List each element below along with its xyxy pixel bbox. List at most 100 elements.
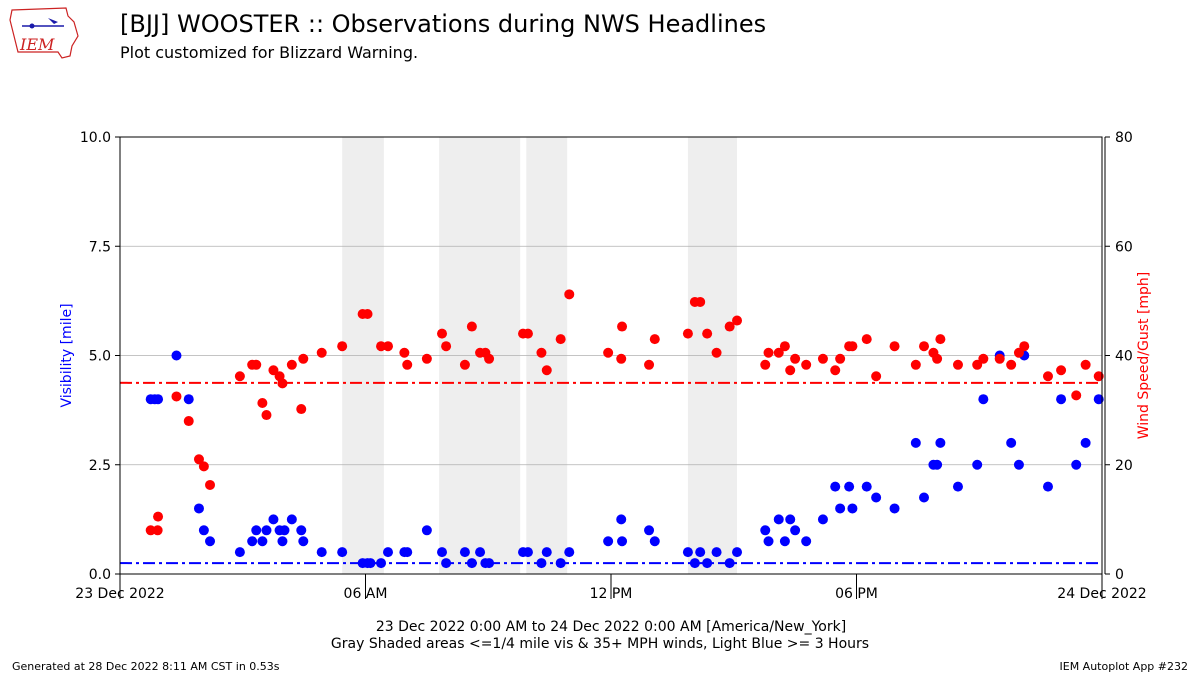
wind-point bbox=[785, 365, 796, 376]
wind-point bbox=[459, 359, 470, 370]
visibility-point bbox=[286, 514, 297, 525]
wind-point bbox=[261, 410, 272, 421]
visibility-point bbox=[689, 558, 700, 569]
iem-logo: IEM bbox=[8, 6, 80, 60]
wind-point bbox=[171, 391, 182, 402]
wind-point bbox=[830, 365, 841, 376]
wind-point bbox=[251, 359, 262, 370]
visibility-point bbox=[801, 536, 812, 547]
left-axis-label: Visibility [mile] bbox=[59, 303, 75, 407]
visibility-point bbox=[1093, 394, 1104, 405]
wind-point bbox=[724, 321, 735, 332]
svg-text:IEM: IEM bbox=[19, 35, 55, 54]
visibility-point bbox=[261, 525, 272, 536]
visibility-point bbox=[421, 525, 432, 536]
wind-point bbox=[847, 341, 858, 352]
x-tick-label: 06 PM bbox=[835, 586, 878, 602]
visibility-point bbox=[779, 536, 790, 547]
visibility-point bbox=[383, 547, 394, 558]
visibility-point bbox=[649, 536, 660, 547]
visibility-point bbox=[277, 536, 288, 547]
visibility-point bbox=[1013, 459, 1024, 470]
wind-point bbox=[617, 321, 628, 332]
visibility-point bbox=[564, 547, 575, 558]
axes: 0.0 2.5 5.0 7.5 10.0 0 20 40 60 80 23 Dec 2022 06 A… bbox=[59, 130, 1152, 602]
x-tick-label: 06 AM bbox=[344, 586, 388, 602]
wind-point bbox=[773, 347, 784, 358]
wind-point bbox=[383, 341, 394, 352]
visibility-point bbox=[847, 503, 858, 514]
visibility-point bbox=[1006, 437, 1017, 448]
wind-point bbox=[889, 341, 900, 352]
left-tick-label: 7.5 bbox=[89, 239, 111, 255]
visibility-point bbox=[183, 394, 194, 405]
visibility-point bbox=[296, 525, 307, 536]
visibility-point bbox=[437, 547, 448, 558]
visibility-point bbox=[790, 525, 801, 536]
wind-point bbox=[644, 359, 655, 370]
wind-point bbox=[919, 341, 930, 352]
wind-point bbox=[649, 334, 660, 345]
x-tick-label: 12 PM bbox=[590, 586, 633, 602]
wind-point bbox=[234, 371, 245, 382]
wind-point bbox=[466, 321, 477, 332]
wind-point bbox=[437, 328, 448, 339]
wind-point bbox=[1093, 371, 1104, 382]
wind-point bbox=[790, 353, 801, 364]
wind-point bbox=[145, 525, 156, 536]
visibility-point bbox=[365, 558, 376, 569]
wind-point bbox=[1006, 359, 1017, 370]
wind-point bbox=[286, 359, 297, 370]
wind-point bbox=[616, 353, 627, 364]
x-axis-caption-note: Gray Shaded areas <=1/4 mile vis & 35+ M… bbox=[331, 636, 869, 652]
wind-point bbox=[257, 398, 268, 409]
visibility-point bbox=[251, 525, 262, 536]
wind-point bbox=[603, 347, 614, 358]
visibility-point bbox=[978, 394, 989, 405]
wind-point bbox=[441, 341, 452, 352]
visibility-point bbox=[475, 547, 486, 558]
wind-point bbox=[564, 289, 575, 300]
wind-point bbox=[198, 461, 209, 472]
wind-point bbox=[183, 416, 194, 427]
visibility-point bbox=[695, 547, 706, 558]
visibility-point bbox=[279, 525, 290, 536]
visibility-point bbox=[763, 536, 774, 547]
right-axis-label: Wind Speed/Gust [mph] bbox=[1136, 272, 1152, 440]
visibility-point bbox=[817, 514, 828, 525]
visibility-point bbox=[760, 525, 771, 536]
visibility-point bbox=[402, 547, 413, 558]
visibility-point bbox=[871, 492, 882, 503]
wind-point bbox=[711, 347, 722, 358]
wind-point bbox=[835, 353, 846, 364]
visibility-point bbox=[724, 558, 735, 569]
right-tick-label: 20 bbox=[1115, 458, 1133, 474]
wind-point bbox=[298, 353, 309, 364]
wind-point bbox=[702, 328, 713, 339]
left-tick-label: 10.0 bbox=[80, 130, 111, 146]
wind-point bbox=[994, 353, 1005, 364]
wind-point bbox=[399, 347, 410, 358]
wind-point bbox=[277, 378, 288, 389]
right-tick-label: 40 bbox=[1115, 349, 1133, 365]
x-axis-caption-range: 23 Dec 2022 0:00 AM to 24 Dec 2022 0:00 … bbox=[376, 619, 846, 635]
wind-point bbox=[1042, 371, 1053, 382]
visibility-point bbox=[682, 547, 693, 558]
visibility-point bbox=[919, 492, 930, 503]
wind-point bbox=[760, 359, 771, 370]
left-tick-label: 5.0 bbox=[89, 349, 111, 365]
wind-point bbox=[952, 359, 963, 370]
wind-point bbox=[935, 334, 946, 345]
right-tick-label: 80 bbox=[1115, 130, 1133, 146]
visibility-point bbox=[844, 481, 855, 492]
visibility-point bbox=[835, 503, 846, 514]
right-tick-label: 0 bbox=[1115, 567, 1124, 583]
visibility-point bbox=[198, 525, 209, 536]
visibility-point bbox=[1042, 481, 1053, 492]
visibility-point bbox=[205, 536, 216, 547]
visibility-point bbox=[298, 536, 309, 547]
wind-point bbox=[555, 334, 566, 345]
wind-point bbox=[536, 347, 547, 358]
wind-point bbox=[376, 341, 387, 352]
visibility-point bbox=[466, 558, 477, 569]
